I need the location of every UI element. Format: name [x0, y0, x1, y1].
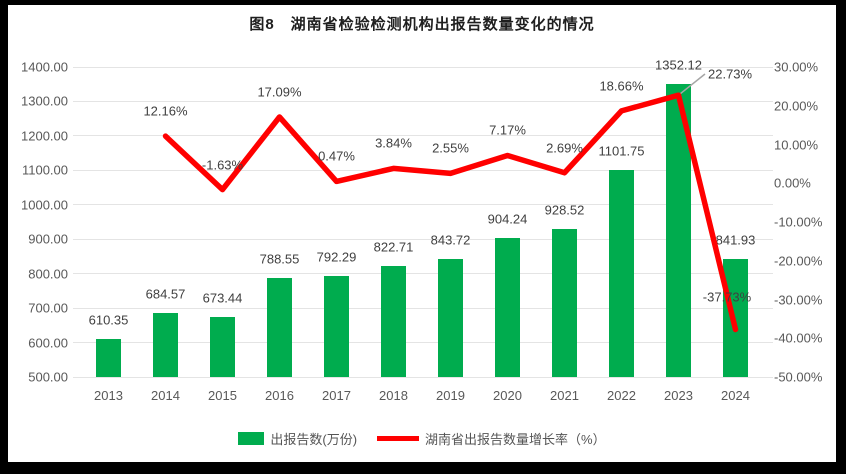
bar-2017: [324, 276, 349, 377]
line-value-label: 18.66%: [599, 78, 644, 94]
gridline: [73, 135, 773, 137]
left-axis-tick-label: 1400.00: [21, 59, 68, 75]
x-axis-category-label: 2023: [664, 388, 693, 403]
legend-line-swatch: [377, 436, 420, 441]
x-axis-category-label: 2024: [721, 388, 750, 403]
gridline: [73, 342, 773, 344]
bar-value-label: 1352.12: [655, 57, 702, 72]
right-axis-tick-label: 30.00%: [774, 59, 819, 75]
left-axis-tick-label: 1100.00: [21, 162, 68, 178]
x-axis-category-label: 2022: [607, 388, 636, 403]
line-value-label: 3.84%: [375, 135, 412, 151]
line-value-label: 2.55%: [432, 140, 469, 156]
bar-value-label: 904.24: [487, 211, 528, 227]
x-axis-category-label: 2017: [322, 388, 351, 403]
x-axis-category-label: 2020: [493, 388, 522, 403]
growth-rate-line: [162, 73, 739, 333]
right-axis-tick-label: -50.00%: [774, 369, 823, 385]
bar-value-label: 822.71: [373, 239, 414, 255]
bar-2014: [153, 313, 178, 377]
bar-2013: [96, 339, 121, 377]
x-axis-category-label: 2013: [94, 388, 123, 403]
right-axis-tick-label: -10.00%: [774, 214, 823, 230]
bar-2018: [381, 265, 406, 377]
legend: 出报告数(万份) 湖南省出报告数量增长率（%）: [8, 429, 836, 448]
bar-value-label: 788.55: [259, 251, 300, 267]
bar-value-label: 928.52: [544, 202, 585, 218]
chart-title: 图8 湖南省检验检测机构出报告数量变化的情况: [249, 16, 595, 33]
bar-value-label: 684.57: [145, 286, 186, 302]
line-value-label: -1.63%: [201, 157, 244, 173]
bar-2016: [267, 277, 292, 377]
x-axis-category-label: 2021: [550, 388, 579, 403]
left-axis-tick-label: 1300.00: [21, 93, 68, 109]
bar-value-label: 610.35: [88, 312, 129, 328]
right-axis-tick-label: -40.00%: [774, 330, 823, 346]
left-axis-tick-label: 1200.00: [21, 128, 68, 144]
bar-value-label: 841.93: [715, 232, 756, 248]
line-value-label: 22.73%: [708, 66, 753, 82]
gridline: [73, 273, 773, 275]
legend-item-label: 出报告数(万份): [270, 432, 358, 447]
x-axis-category-label: 2015: [208, 388, 237, 403]
growth-rate-polyline: [162, 92, 739, 333]
right-axis-tick-label: -20.00%: [774, 253, 823, 269]
line-value-label: 0.47%: [318, 148, 355, 164]
left-axis-tick-label: 800.00: [28, 266, 68, 282]
bar-value-label: 1101.75: [598, 143, 645, 159]
gridline: [73, 204, 773, 206]
gridline: [73, 66, 773, 68]
left-axis-tick-label: 1000.00: [21, 197, 68, 213]
bar-2022: [609, 169, 634, 377]
line-value-label: 12.16%: [143, 103, 188, 119]
legend-bar-swatch: [238, 432, 265, 445]
gridline: [73, 376, 773, 378]
left-axis-tick-label: 600.00: [28, 335, 68, 351]
line-value-label: -37.73%: [702, 289, 752, 305]
bar-value-label: 792.29: [316, 249, 357, 265]
chart-panel: 图8 湖南省检验检测机构出报告数量变化的情况 1400.00 1300.00 120…: [8, 5, 836, 462]
gridline: [73, 238, 773, 240]
gridline: [73, 100, 773, 102]
right-axis-tick-label: 0.00%: [774, 175, 811, 191]
line-value-label: 7.17%: [489, 122, 526, 138]
bar-2020: [495, 237, 520, 377]
right-axis-tick-label: 10.00%: [774, 137, 819, 152]
left-axis-tick-label: 900.00: [28, 231, 68, 247]
bar-2015: [210, 317, 235, 377]
x-axis-category-label: 2016: [265, 388, 294, 403]
label-leader-line: [678, 73, 706, 96]
x-axis-category-label: 2018: [379, 388, 408, 403]
x-axis-category-label: 2019: [436, 388, 465, 403]
bar-2021: [552, 229, 577, 377]
gridline: [73, 307, 773, 309]
left-axis-tick-label: 700.00: [28, 300, 68, 316]
left-axis-tick-label: 500.00: [28, 369, 68, 385]
bar-2019: [438, 258, 463, 377]
line-value-label: 17.09%: [257, 84, 302, 100]
bar-value-label: 843.72: [430, 232, 471, 248]
bar-value-label: 673.44: [202, 290, 243, 306]
x-axis-category-label: 2014: [151, 388, 180, 403]
plot-area: 610.35 684.57 673.44 788.55 792.29 822.71 843.…: [73, 57, 773, 378]
line-value-label: 2.69%: [546, 140, 583, 156]
right-axis-tick-label: -30.00%: [774, 292, 823, 307]
legend-item-label: 湖南省出报告数量增长率（%）: [425, 432, 606, 447]
right-axis-tick-label: 20.00%: [774, 98, 819, 114]
